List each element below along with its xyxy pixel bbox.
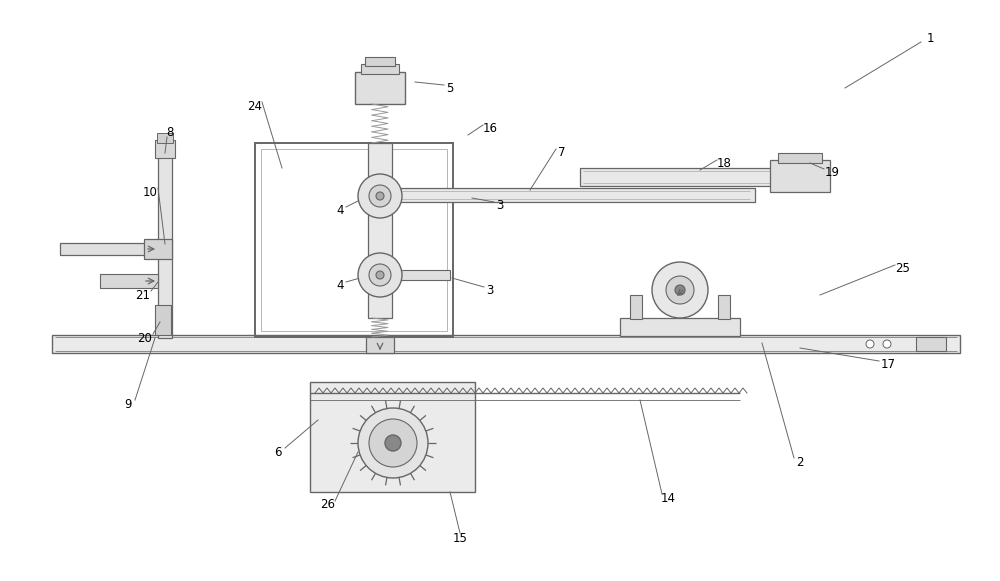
Bar — [157, 133, 173, 143]
Bar — [365, 57, 395, 66]
Circle shape — [358, 408, 428, 478]
Circle shape — [883, 340, 891, 348]
Text: 16: 16 — [482, 121, 498, 134]
Text: 15: 15 — [453, 532, 467, 544]
Bar — [370, 188, 755, 202]
Text: 18: 18 — [717, 156, 731, 170]
Circle shape — [675, 285, 685, 295]
Text: 17: 17 — [880, 358, 895, 371]
Bar — [630, 295, 642, 319]
Bar — [144, 239, 172, 259]
Text: 20: 20 — [138, 332, 152, 345]
Circle shape — [369, 419, 417, 467]
Bar — [778, 153, 822, 163]
Text: 4: 4 — [336, 278, 344, 292]
Text: 3: 3 — [486, 284, 494, 296]
Text: 6: 6 — [274, 446, 282, 458]
Text: 7: 7 — [558, 145, 566, 159]
Text: 24: 24 — [248, 99, 263, 113]
Bar — [355, 72, 405, 104]
Circle shape — [866, 340, 874, 348]
Text: 9: 9 — [124, 397, 132, 411]
Bar — [60, 243, 160, 255]
Bar — [361, 64, 399, 74]
Text: 25: 25 — [896, 261, 910, 274]
Circle shape — [376, 271, 384, 279]
Bar — [580, 168, 780, 186]
Circle shape — [385, 435, 401, 451]
Circle shape — [652, 262, 708, 318]
Bar — [158, 155, 172, 338]
Bar — [368, 143, 392, 318]
Circle shape — [358, 253, 402, 297]
Circle shape — [666, 276, 694, 304]
Text: 19: 19 — [824, 166, 839, 178]
Bar — [310, 382, 475, 492]
Bar — [261, 149, 447, 331]
Bar — [916, 337, 946, 351]
Text: 5: 5 — [446, 81, 454, 95]
Bar — [52, 335, 960, 353]
Circle shape — [369, 264, 391, 286]
Bar — [770, 160, 830, 192]
Text: 2: 2 — [796, 456, 804, 468]
Text: 8: 8 — [166, 125, 174, 138]
Bar — [620, 318, 740, 336]
Bar — [155, 140, 175, 158]
Circle shape — [358, 174, 402, 218]
Bar — [366, 337, 394, 353]
Bar — [380, 191, 470, 201]
Bar — [380, 270, 450, 280]
Text: 21: 21 — [136, 289, 151, 302]
Text: 4: 4 — [336, 203, 344, 217]
Circle shape — [369, 185, 391, 207]
Text: 26: 26 — [321, 498, 336, 511]
Bar — [255, 143, 453, 337]
Text: 14: 14 — [660, 492, 676, 504]
Text: 10: 10 — [143, 185, 157, 199]
Text: 1: 1 — [926, 31, 934, 45]
Bar — [155, 305, 171, 335]
Text: 3: 3 — [496, 199, 504, 211]
Bar — [718, 295, 730, 319]
Bar — [100, 274, 158, 288]
Circle shape — [376, 192, 384, 200]
